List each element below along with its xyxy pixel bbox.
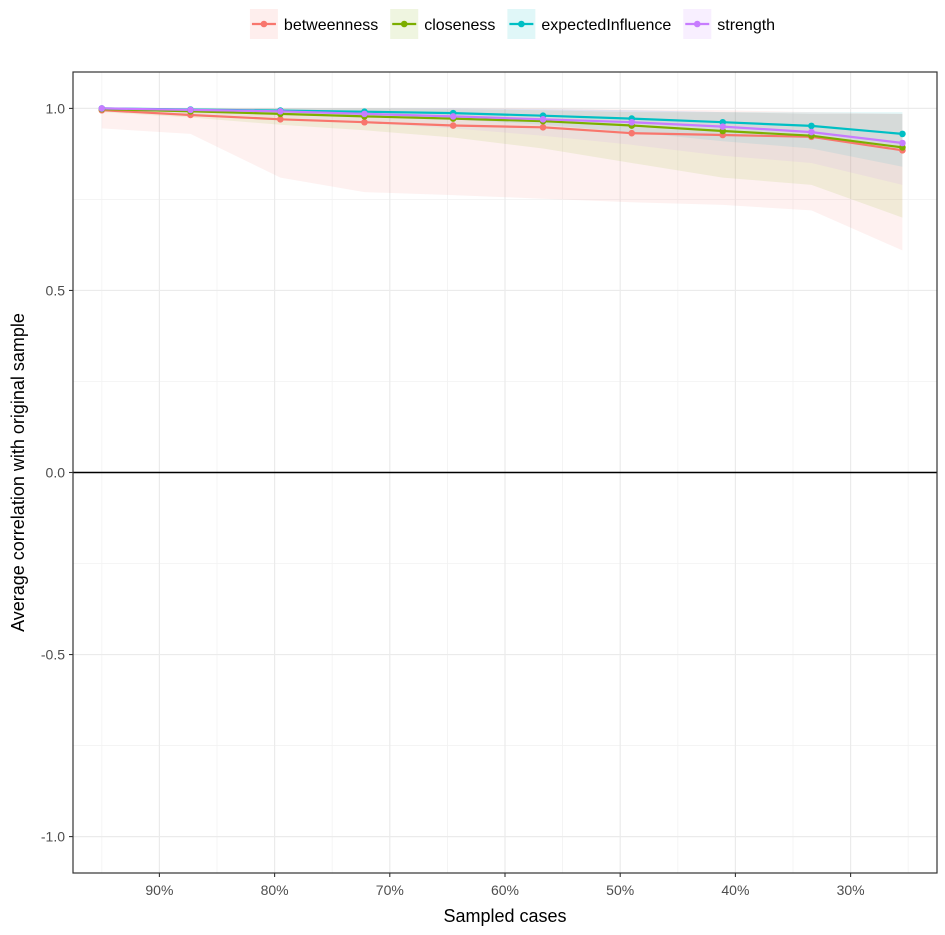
y-tick-label: -0.5 [41,647,65,663]
point-expectedInfluence [808,122,815,130]
point-strength [539,116,547,123]
legend: betweenness closeness expectedInfluence str… [249,9,775,39]
legend-label-strength: strength [717,17,775,34]
point-strength [808,128,815,136]
x-tick-label: 40% [721,882,749,898]
x-tick-label: 80% [261,882,289,898]
y-tick-label: 0.5 [46,282,66,298]
point-strength [628,118,636,126]
point-strength [361,110,368,118]
legend-key-point-betweenness [260,20,268,28]
point-betweenness [361,118,368,126]
y-tick-label: 1.0 [46,100,66,116]
x-axis: 90% 80% 70% 60% 50% 40% 30% [145,873,865,898]
point-strength [719,123,727,130]
line-strength [101,107,903,145]
y-axis-title: Average correlation with original sample [8,313,28,632]
legend-label-betweenness: betweenness [284,17,378,34]
band-betweenness [101,108,903,251]
legend-label-expectedInfluence: expectedInfluence [541,17,671,34]
x-tick-label: 70% [376,882,404,898]
legend-key-point-closeness [400,20,408,28]
confidence-bands [101,108,903,251]
band-expectedInfluence [101,108,903,167]
point-betweenness [449,122,457,129]
x-tick-label: 30% [837,882,865,898]
y-tick-label: 0.0 [46,465,66,481]
legend-key-point-expectedInfluence [518,20,525,28]
x-axis-title: Sampled cases [443,906,566,926]
band-closeness [101,108,903,218]
x-tick-label: 60% [491,882,519,898]
point-strength [187,106,194,114]
series-points [98,105,906,154]
point-expectedInfluence [899,130,906,138]
x-tick-label: 50% [606,882,634,898]
point-betweenness [628,129,636,137]
point-betweenness [539,124,547,131]
line-betweenness [101,109,903,152]
point-strength [899,139,906,147]
line-closeness [101,108,903,149]
point-strength [98,105,106,112]
y-tick-label: -1.0 [41,829,65,845]
series-lines [101,107,903,152]
point-strength [277,108,284,115]
point-betweenness [277,116,284,123]
band-strength [101,108,903,185]
point-strength [449,113,457,120]
legend-label-closeness: closeness [424,17,495,34]
x-tick-label: 90% [145,882,173,898]
y-axis: 1.0 0.5 0.0 -0.5 -1.0 [41,100,73,845]
legend-key-point-strength [693,20,701,28]
